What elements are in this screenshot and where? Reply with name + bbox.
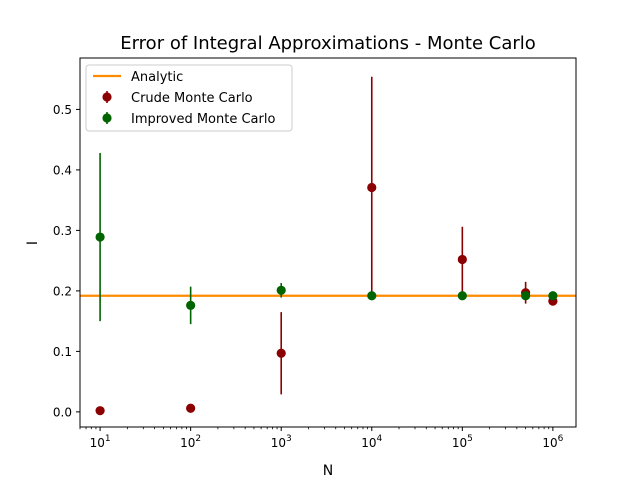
legend-improved-marker-swatch: [102, 113, 112, 123]
chart-title: Error of Integral Approximations - Monte…: [120, 33, 536, 54]
improved-point: [548, 291, 558, 301]
y-tick-label: 0.0: [53, 405, 72, 419]
x-tick-exponent: 4: [377, 434, 383, 444]
legend-crude-marker-swatch: [102, 92, 112, 102]
legend-box: [85, 64, 293, 132]
y-tick-label: 0.1: [53, 345, 72, 359]
crude-point: [186, 403, 196, 413]
x-tick-exponent: 2: [195, 434, 201, 444]
y-tick-label: 0.2: [53, 284, 72, 298]
x-tick-base: 10: [452, 436, 467, 450]
crude-point: [457, 254, 467, 265]
improved-point: [95, 232, 105, 242]
legend-analytic-label: Analytic: [131, 70, 183, 85]
x-tick-base: 10: [361, 436, 376, 450]
x-axis-title: N: [323, 463, 333, 479]
axes-frame: [79, 57, 577, 428]
x-tick-base: 10: [180, 436, 195, 450]
plot-area: [80, 76, 576, 416]
x-tick-base: 10: [90, 436, 105, 450]
improved-point: [276, 285, 286, 295]
x-tick-label: 105: [452, 434, 473, 450]
x-tick-label: 102: [180, 434, 201, 450]
improved-series: [95, 152, 558, 325]
x-tick-base: 10: [271, 436, 286, 450]
crude-point: [367, 182, 377, 193]
legend-crude-label: Crude Monte Carlo: [131, 91, 253, 106]
x-tick-label: 104: [361, 434, 382, 450]
x-tick-label: 106: [542, 434, 563, 450]
improved-point: [457, 291, 467, 301]
improved-point: [186, 300, 196, 311]
legend: Analytic Crude Monte Carlo Improved Monte …: [85, 64, 293, 132]
improved-point: [367, 291, 377, 301]
x-tick-exponent: 6: [558, 434, 564, 444]
x-tick-exponent: 1: [105, 434, 111, 444]
x-tick-base: 10: [542, 436, 557, 450]
y-tick-label: 0.5: [53, 103, 72, 117]
x-tick-exponent: 5: [467, 434, 473, 444]
x-tick-exponent: 3: [286, 434, 292, 444]
x-tick-label: 103: [271, 434, 292, 450]
legend-improved-label: Improved Monte Carlo: [131, 112, 275, 127]
crude-point: [276, 348, 286, 358]
y-tick-label: 0.4: [53, 163, 72, 177]
y-tick-label: 0.3: [53, 224, 72, 238]
crude-point: [95, 406, 105, 416]
y-axis-title: I: [25, 241, 41, 245]
improved-point: [521, 291, 531, 301]
x-tick-label: 101: [90, 434, 111, 450]
